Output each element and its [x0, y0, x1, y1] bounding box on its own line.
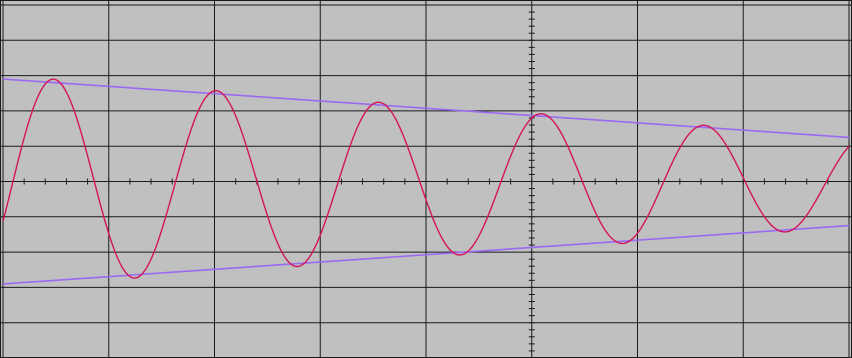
lower-envelope-line	[2, 224, 850, 285]
center-axes	[2, 4, 850, 358]
damped-sine-line	[2, 78, 850, 279]
signal-trace	[2, 78, 850, 279]
envelope-lines	[2, 78, 850, 285]
upper-envelope-line	[2, 78, 850, 139]
